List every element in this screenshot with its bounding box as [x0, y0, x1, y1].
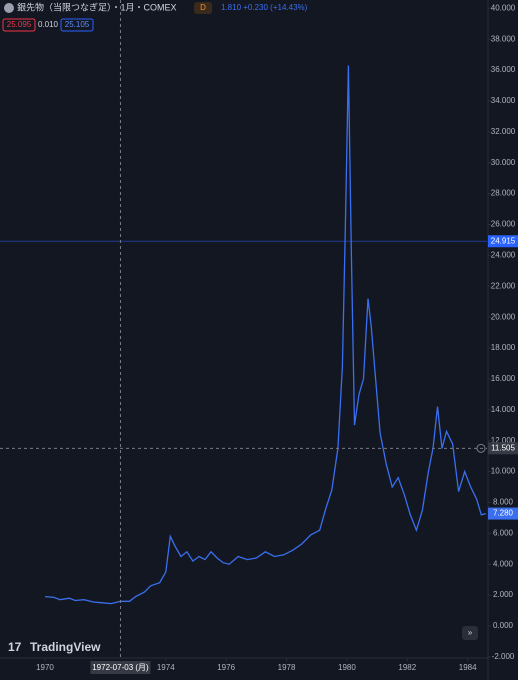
y-tick-label: 24.000 — [491, 250, 516, 259]
y-tick-label: 20.000 — [491, 312, 516, 321]
x-tick-label: 1974 — [157, 663, 175, 672]
x-tick-label: 1982 — [398, 663, 416, 672]
y-tick-label: 8.000 — [493, 498, 514, 507]
y-tick-label: 12.000 — [491, 436, 516, 445]
crosshair-x-tag — [90, 661, 151, 674]
y-tick-label: 38.000 — [491, 34, 516, 43]
y-tick-label: 26.000 — [491, 220, 516, 229]
scroll-button[interactable] — [462, 626, 478, 640]
badge: D — [200, 3, 206, 12]
x-tick-label: 1980 — [338, 663, 356, 672]
y-tick-label: 18.000 — [491, 343, 516, 352]
price-change: 1.810 +0.230 (+14.43%) — [221, 3, 308, 12]
y-tick-label: 2.000 — [493, 590, 514, 599]
y-tick-label: 0.000 — [493, 621, 514, 630]
x-tick-label: 1978 — [278, 663, 296, 672]
x-tick-label: 1976 — [217, 663, 235, 672]
y-tick-label: -2.000 — [492, 652, 515, 661]
spread: 0.010 — [38, 20, 59, 29]
price-line-label: 24.915 — [491, 236, 516, 245]
y-tick-label: 16.000 — [491, 374, 516, 383]
crosshair-x-label: 1972-07-03 (月) — [92, 663, 149, 672]
brand: TradingView — [30, 640, 101, 654]
y-tick-label: 4.000 — [493, 559, 514, 568]
bid-box[interactable] — [2, 18, 36, 32]
symbol-title[interactable]: 銀先物（当限つなぎ足）・1月・COMEX — [17, 1, 177, 12]
ask[interactable]: 25.105 — [65, 20, 90, 29]
y-tick-label: 36.000 — [491, 65, 516, 74]
y-tick-label: 6.000 — [493, 528, 514, 537]
price-line-tag — [488, 235, 518, 248]
y-tick-label: 40.000 — [491, 3, 516, 12]
y-tick-label: 22.000 — [491, 281, 516, 290]
last-price-tag — [488, 507, 518, 520]
price-line — [44, 65, 486, 605]
brand-logo: 17 — [8, 640, 22, 654]
ask-box[interactable] — [60, 18, 94, 32]
add-button — [476, 443, 486, 453]
x-tick-label: 1970 — [36, 663, 54, 672]
y-tick-label: 14.000 — [491, 405, 516, 414]
scroll-icon[interactable]: » — [468, 628, 473, 637]
y-tick-label: 28.000 — [491, 189, 516, 198]
badge-bg — [194, 2, 212, 14]
y-tick-label: 32.000 — [491, 127, 516, 136]
x-tick-label: 1984 — [459, 663, 477, 672]
bid[interactable]: 25.095 — [7, 20, 32, 29]
last-price-label: 7.280 — [493, 509, 514, 518]
crosshair-y-label: 11.505 — [491, 443, 515, 452]
symbol-icon — [4, 3, 14, 13]
y-tick-label: 34.000 — [491, 96, 516, 105]
y-tick-label: 10.000 — [491, 467, 516, 476]
y-tick-label: 30.000 — [491, 158, 516, 167]
crosshair-y-tag — [488, 442, 518, 455]
